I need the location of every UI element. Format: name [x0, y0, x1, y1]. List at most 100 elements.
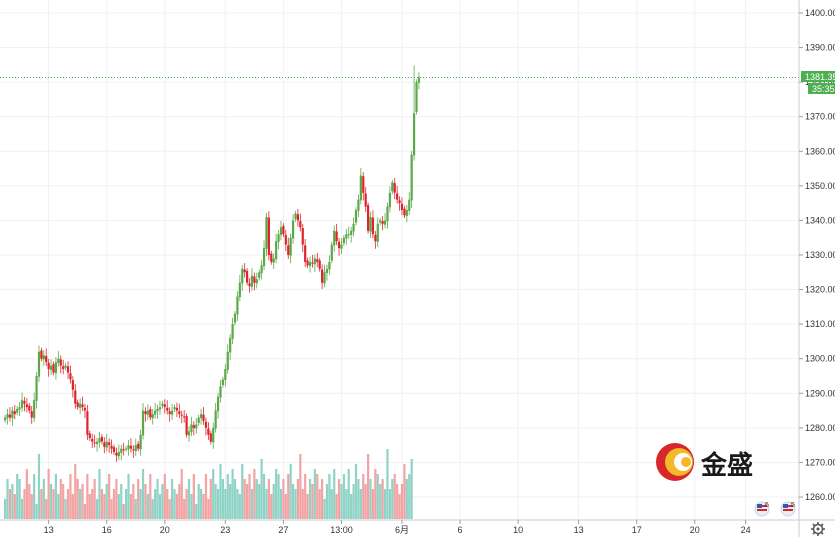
- candle-body: [83, 407, 87, 411]
- volume-bar: [28, 484, 31, 519]
- volume-bar: [241, 464, 244, 519]
- volume-bar: [71, 494, 74, 519]
- candle-body: [335, 231, 338, 242]
- candle-body: [8, 414, 12, 418]
- volume-bar: [175, 494, 179, 519]
- candle-body: [125, 448, 128, 450]
- candle-body: [299, 221, 302, 228]
- volume-bar: [139, 489, 142, 519]
- candle-body: [154, 410, 157, 415]
- volume-bar: [229, 484, 232, 519]
- volume-bar: [369, 479, 372, 519]
- volume-bar: [304, 474, 307, 519]
- candle-body: [250, 275, 254, 287]
- event-badge: 6: [765, 502, 769, 509]
- volume-bar: [180, 469, 183, 519]
- candle-body: [362, 176, 365, 193]
- y-tick-label: 1350.00: [805, 181, 835, 191]
- volume-bar: [112, 489, 116, 519]
- candle-body: [328, 261, 331, 270]
- candle-body: [318, 260, 321, 269]
- candle-body: [170, 410, 174, 415]
- volume-bars: [4, 449, 413, 519]
- volume-bar: [11, 484, 14, 519]
- volume-bar: [265, 489, 268, 519]
- volume-bar: [221, 479, 224, 519]
- volume-bar: [185, 489, 188, 519]
- candle-body: [122, 449, 125, 451]
- volume-bar: [127, 474, 130, 519]
- volume-bar: [47, 469, 50, 519]
- volume-bar: [345, 489, 348, 519]
- candle-body: [110, 445, 113, 449]
- candle-body: [115, 452, 118, 456]
- y-tick-label: 1310.00: [805, 319, 835, 329]
- candle-body: [301, 228, 304, 245]
- candle-body: [296, 214, 300, 221]
- candle-body: [275, 241, 278, 260]
- x-tick-label: 10: [513, 525, 523, 535]
- volume-bar: [258, 484, 261, 519]
- candle-body: [219, 386, 222, 398]
- countdown-text: 35:35: [812, 84, 835, 94]
- x-tick-label: 6月: [395, 525, 409, 535]
- x-tick-label: 13: [44, 525, 54, 535]
- volume-bar: [192, 474, 195, 519]
- volume-bar: [197, 484, 200, 519]
- volume-bar: [354, 464, 358, 519]
- candle-body: [340, 244, 343, 249]
- volume-bar: [20, 499, 24, 519]
- volume-bar: [173, 489, 176, 519]
- volume-bar: [57, 494, 60, 519]
- volume-bar: [405, 479, 408, 519]
- time-axis[interactable]: 13 16 20 23 27 13:00 6月 6 10 13 17 20 24: [0, 519, 835, 535]
- volume-bar: [146, 494, 149, 519]
- candle-body: [166, 407, 169, 411]
- candle-body: [187, 431, 191, 436]
- volume-bar: [122, 504, 125, 519]
- price-axis[interactable]: 1260.00 1270.00 1280.00 1290.00 1300.00 1310.…: [798, 0, 835, 537]
- x-tick-label: 13:00: [330, 525, 353, 535]
- candle-body: [86, 411, 89, 435]
- volume-bar: [255, 479, 258, 519]
- volume-bar: [37, 454, 41, 519]
- candle-body: [88, 433, 91, 439]
- volume-bar: [178, 484, 181, 519]
- volume-bar: [272, 484, 275, 519]
- volume-bar: [367, 454, 370, 519]
- volume-bar: [163, 474, 166, 519]
- candle-body: [277, 234, 280, 242]
- volume-bar: [100, 489, 103, 519]
- candle-body: [112, 447, 116, 453]
- volume-bar: [76, 479, 79, 519]
- volume-bar: [204, 474, 208, 519]
- us-flag-event-icon[interactable]: 6: [754, 501, 770, 517]
- countdown-tag: 35:35: [808, 83, 835, 94]
- candle-body: [330, 244, 333, 261]
- candle-body: [367, 205, 370, 231]
- candle-body: [383, 220, 387, 225]
- candle-body: [141, 410, 145, 436]
- volume-bar: [374, 469, 377, 519]
- candle-body: [253, 276, 256, 283]
- candle-body: [417, 77, 421, 83]
- candle-body: [195, 424, 198, 429]
- volume-bar: [359, 489, 362, 519]
- y-tick-label: 1380.00: [805, 77, 835, 87]
- candle-body: [158, 407, 162, 410]
- y-tick-label: 1300.00: [805, 354, 835, 364]
- candle-body: [71, 380, 74, 390]
- us-flag-event-icon-2[interactable]: 5: [780, 501, 796, 517]
- volume-bar: [388, 489, 391, 519]
- volume-bar: [301, 489, 304, 519]
- candle-body: [323, 272, 326, 284]
- volume-bar: [161, 484, 164, 519]
- volume-bar: [168, 499, 171, 519]
- volume-bar: [6, 479, 9, 519]
- candle-body: [294, 213, 297, 220]
- candle-body: [238, 282, 241, 298]
- volume-bar: [250, 489, 254, 519]
- gear-icon[interactable]: [811, 522, 825, 536]
- candle-body: [369, 216, 372, 232]
